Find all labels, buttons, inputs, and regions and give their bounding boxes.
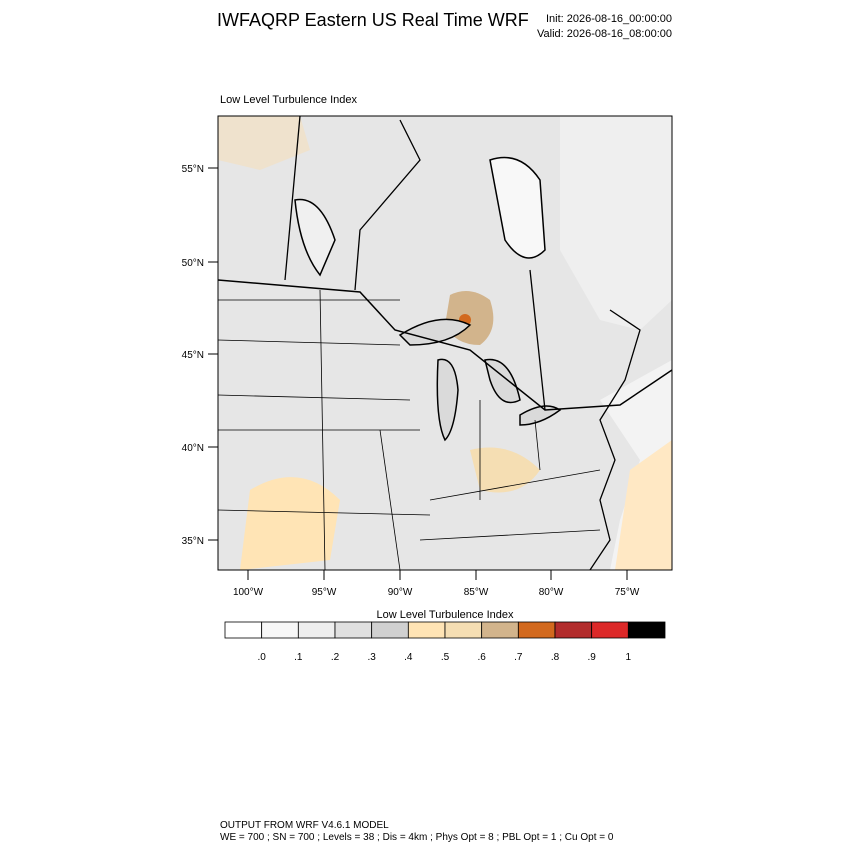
colorbar: .0 .1 .2 .3 .4 .5 .6 .7 .8 .9 1 [224, 621, 666, 663]
lon-label: 100°W [233, 587, 264, 598]
lat-label: 45°N [182, 350, 204, 361]
colorbar-box [481, 621, 519, 639]
colorbar-box [554, 621, 593, 639]
colorbar-label: .6 [477, 652, 486, 663]
colorbar-label: .5 [441, 652, 450, 663]
colorbar-box [297, 621, 336, 639]
colorbar-label: 1 [626, 652, 632, 663]
valid-time: Valid: 2026-08-16_08:00:00 [537, 28, 672, 40]
lat-label: 35°N [182, 536, 204, 547]
colorbar-label: .4 [404, 652, 413, 663]
footer-line: OUTPUT FROM WRF V4.6.1 MODEL [220, 820, 389, 831]
lon-label: 90°W [388, 587, 413, 598]
lon-label: 85°W [464, 587, 489, 598]
colorbar-box [591, 621, 629, 639]
lon-label: 95°W [312, 587, 337, 598]
colorbar-label: .1 [294, 652, 303, 663]
colorbar-box [444, 621, 483, 639]
colorbar-label: .2 [331, 652, 340, 663]
colorbar-label: .0 [257, 652, 266, 663]
field-label: Low Level Turbulence Index [220, 94, 357, 106]
title: IWFAQRP Eastern US Real Time WRF [217, 10, 529, 30]
colorbar-label: .8 [551, 652, 560, 663]
colorbar-box [224, 621, 263, 639]
lat-labels: 55°N 50°N 45°N 40°N 35°N [182, 164, 218, 547]
lon-label: 75°W [615, 587, 640, 598]
colorbar-box [407, 621, 446, 639]
lat-label: 50°N [182, 258, 204, 269]
colorbar-box [627, 621, 666, 639]
colorbar-label: .7 [514, 652, 523, 663]
lon-labels: 100°W 95°W 90°W 85°W 80°W 75°W [233, 570, 640, 598]
map [217, 115, 673, 571]
colorbar-label: .3 [367, 652, 376, 663]
init-time: Init: 2026-08-16_00:00:00 [546, 13, 672, 25]
colorbar-box [261, 621, 299, 639]
colorbar-title: Low Level Turbulence Index [377, 609, 514, 621]
footer-line: WE = 700 ; SN = 700 ; Levels = 38 ; Dis … [220, 832, 614, 843]
lon-label: 80°W [539, 587, 564, 598]
colorbar-box [517, 621, 556, 639]
colorbar-box [334, 621, 373, 639]
colorbar-label: .9 [587, 652, 596, 663]
colorbar-box [371, 621, 409, 639]
lat-label: 40°N [182, 443, 204, 454]
lat-label: 55°N [182, 164, 204, 175]
